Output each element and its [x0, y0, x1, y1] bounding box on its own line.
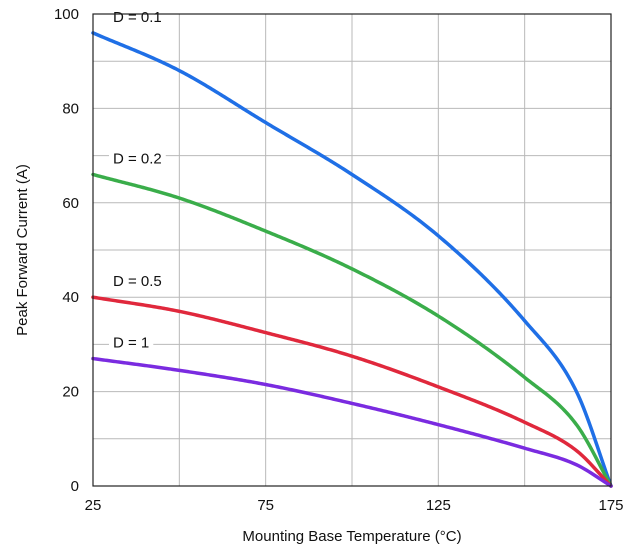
y-tick-label: 80 [62, 100, 79, 117]
y-tick-label: 100 [54, 6, 79, 23]
x-axis-title: Mounting Base Temperature (°C) [242, 528, 461, 545]
series-label-bg [109, 148, 166, 169]
series-label-2: D = 0.5 [113, 273, 162, 290]
series-label-bg [109, 6, 166, 27]
series-label-0: D = 0.1 [113, 9, 162, 26]
series-label-3: D = 1 [113, 335, 149, 352]
series-line-0 [91, 31, 613, 488]
grid [92, 13, 612, 487]
series-label-bg [109, 271, 166, 292]
series-line-3 [91, 356, 613, 488]
y-tick-label: 40 [62, 289, 79, 306]
y-axis-title: Peak Forward Current (A) [14, 164, 31, 336]
y-tick-label: 20 [62, 384, 79, 401]
series-lines [91, 31, 613, 488]
series-labels: D = 0.1 D = 0.2 D = 0.5 D = 1 [109, 6, 166, 353]
y-tick-label: 0 [71, 478, 79, 495]
tick-labels: 25 75 125 175 0 20 40 60 80 100 [54, 6, 624, 514]
series-line-1 [91, 172, 613, 488]
x-tick-label: 125 [426, 497, 451, 514]
x-tick-label: 175 [598, 497, 623, 514]
y-tick-label: 60 [62, 195, 79, 212]
x-tick-label: 25 [85, 497, 102, 514]
series-label-1: D = 0.2 [113, 150, 162, 167]
series-line-2 [91, 295, 613, 488]
plot-frame [92, 13, 612, 487]
series-label-bg [109, 332, 154, 353]
x-tick-label: 75 [257, 497, 274, 514]
